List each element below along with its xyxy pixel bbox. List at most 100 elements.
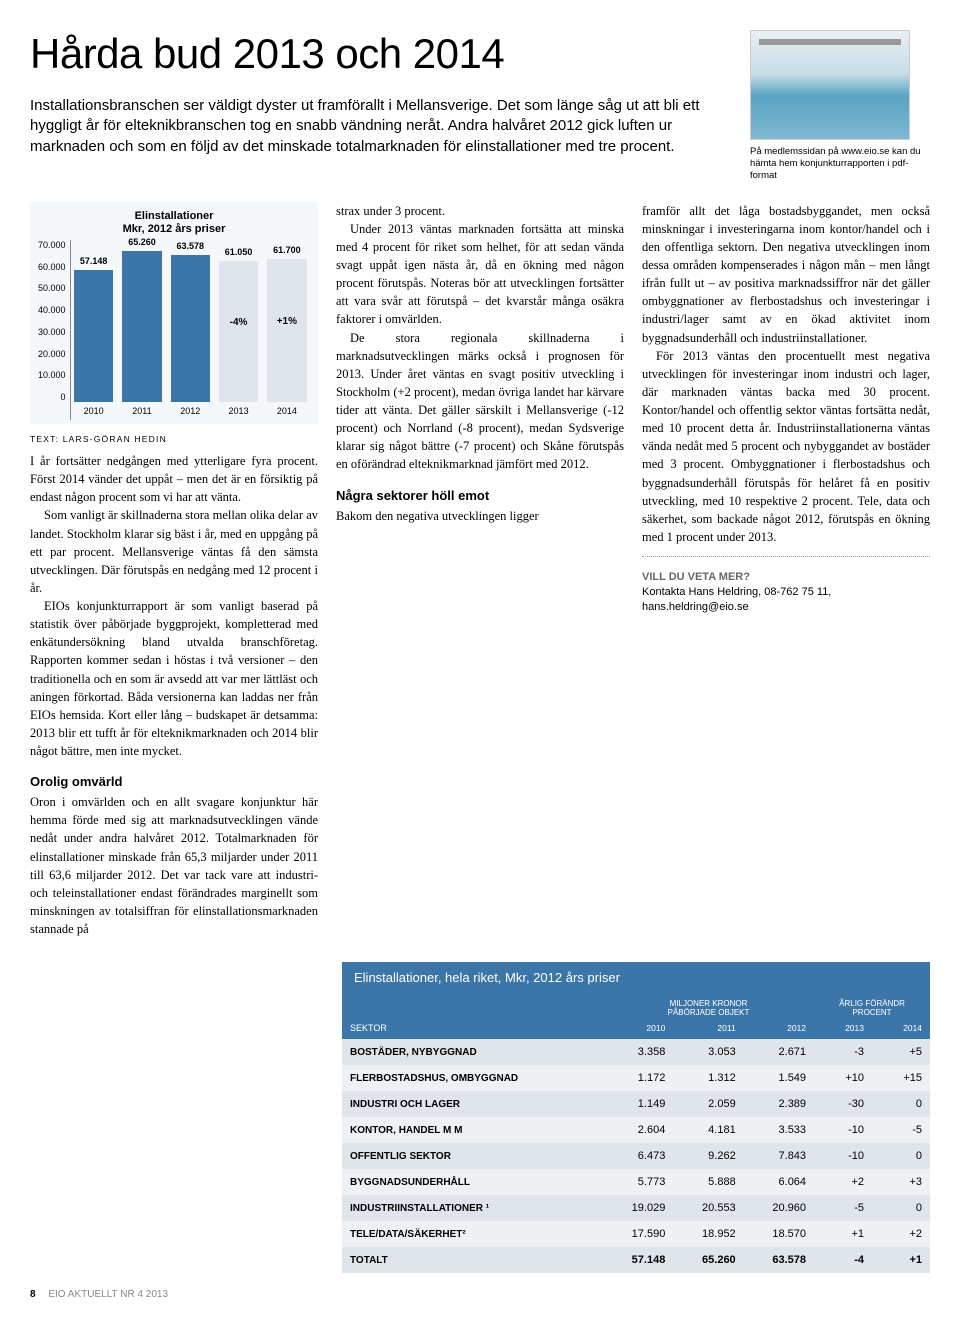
table-header-group1: MILJONER KRONOR bbox=[603, 993, 814, 1008]
table-cell: +15 bbox=[872, 1065, 930, 1091]
body-paragraph: Under 2013 väntas marknaden fortsätta at… bbox=[336, 220, 624, 329]
subheading: Orolig omvärld bbox=[30, 774, 318, 789]
table-cell: 0 bbox=[872, 1091, 930, 1117]
table-header-year: 2010 bbox=[603, 1017, 673, 1039]
table-row-label: INDUSTRI OCH LAGER bbox=[342, 1091, 603, 1117]
table-row-label: TELE/DATA/SÄKERHET² bbox=[342, 1221, 603, 1247]
table-header-year: 2014 bbox=[872, 1017, 930, 1039]
chart-bar: 65.2602011 bbox=[119, 240, 165, 420]
table-row-label: BYGGNADSUNDERHÅLL bbox=[342, 1169, 603, 1195]
chart-y-axis: 010.00020.00030.00040.00050.00060.00070.… bbox=[38, 240, 70, 420]
table-cell: 1.549 bbox=[744, 1065, 814, 1091]
chart-ytick: 0 bbox=[38, 392, 66, 402]
data-table: Elinstallationer, hela riket, Mkr, 2012 … bbox=[342, 962, 930, 1273]
table-row-label: OFFENTLIG SEKTOR bbox=[342, 1143, 603, 1169]
chart-bar-value: 61.050 bbox=[219, 247, 258, 257]
table-cell: -5 bbox=[814, 1195, 872, 1221]
chart-bar-value: 57.148 bbox=[74, 256, 113, 266]
table-cell: 57.148 bbox=[603, 1247, 673, 1273]
chart-bar: 63.5782012 bbox=[167, 240, 213, 420]
table-row-label: BOSTÄDER, NYBYGGNAD bbox=[342, 1039, 603, 1065]
table-subheader2: PROCENT bbox=[814, 1008, 930, 1017]
table-row: TOTALT57.14865.26063.578-4+1 bbox=[342, 1247, 930, 1273]
table-cell: +1 bbox=[872, 1247, 930, 1273]
chart-xlabel: 2013 bbox=[229, 402, 249, 420]
chart-bar: 61.050 -4% 2013 bbox=[215, 240, 261, 420]
table-cell: 5.888 bbox=[673, 1169, 743, 1195]
table-cell: 18.952 bbox=[673, 1221, 743, 1247]
table-cell: 5.773 bbox=[603, 1169, 673, 1195]
chart-ytick: 40.000 bbox=[38, 305, 66, 315]
table-cell: +3 bbox=[872, 1169, 930, 1195]
table-row-label: TOTALT bbox=[342, 1247, 603, 1273]
body-paragraph: Oron i omvärlden och en allt svagare kon… bbox=[30, 793, 318, 938]
table-row: BYGGNADSUNDERHÅLL5.7735.8886.064+2+3 bbox=[342, 1169, 930, 1195]
table-cell: -10 bbox=[814, 1117, 872, 1143]
table-cell: +1 bbox=[814, 1221, 872, 1247]
data-table-title: Elinstallationer, hela riket, Mkr, 2012 … bbox=[342, 962, 930, 993]
table-cell: 2.059 bbox=[673, 1091, 743, 1117]
table-cell: 65.260 bbox=[673, 1247, 743, 1273]
table-cell: -4 bbox=[814, 1247, 872, 1273]
body-paragraph: I år fortsätter nedgången med ytterligar… bbox=[30, 452, 318, 506]
table-cell: 20.553 bbox=[673, 1195, 743, 1221]
table-cell: 20.960 bbox=[744, 1195, 814, 1221]
contact-body: Kontakta Hans Heldring, 08-762 75 11, ha… bbox=[642, 585, 930, 616]
intro-paragraph: Installationsbranschen ser väldigt dyste… bbox=[30, 96, 730, 157]
table-cell: 9.262 bbox=[673, 1143, 743, 1169]
body-paragraph: Som vanligt är skillnaderna stora mellan… bbox=[30, 506, 318, 597]
chart-bar-annotation: +1% bbox=[267, 316, 306, 327]
table-cell: 19.029 bbox=[603, 1195, 673, 1221]
chart-bar-value: 63.578 bbox=[171, 241, 210, 251]
table-subheader1: PÅBÖRJADE OBJEKT bbox=[603, 1008, 814, 1017]
table-row-label: FLERBOSTADSHUS, OMBYGGNAD bbox=[342, 1065, 603, 1091]
thumbnail-caption: På medlemssidan på www.eio.se kan du häm… bbox=[750, 146, 930, 182]
table-cell: 1.312 bbox=[673, 1065, 743, 1091]
chart-bar: 61.700+1%2014 bbox=[264, 240, 310, 420]
table-row: FLERBOSTADSHUS, OMBYGGNAD1.1721.3121.549… bbox=[342, 1065, 930, 1091]
subheading: Några sektorer höll emot bbox=[336, 488, 624, 503]
chart-bar-annotation: -4% bbox=[219, 317, 258, 328]
table-cell: 6.064 bbox=[744, 1169, 814, 1195]
table-cell: 0 bbox=[872, 1195, 930, 1221]
table-row: TELE/DATA/SÄKERHET²17.59018.95218.570+1+… bbox=[342, 1221, 930, 1247]
table-cell: +2 bbox=[872, 1221, 930, 1247]
table-cell: +5 bbox=[872, 1039, 930, 1065]
table-row-label: KONTOR, HANDEL M M bbox=[342, 1117, 603, 1143]
chart-xlabel: 2010 bbox=[84, 402, 104, 420]
body-paragraph: De stora regionala skillnaderna i markna… bbox=[336, 329, 624, 474]
body-paragraph: För 2013 väntas den procentuellt mest ne… bbox=[642, 347, 930, 546]
body-paragraph: framför allt det låga bostadsbyggandet, … bbox=[642, 202, 930, 347]
table-cell: 2.671 bbox=[744, 1039, 814, 1065]
bar-chart: Elinstallationer Mkr, 2012 års priser 01… bbox=[30, 202, 318, 424]
table-cell: 18.570 bbox=[744, 1221, 814, 1247]
table-header-year: 2011 bbox=[673, 1017, 743, 1039]
table-cell: 4.181 bbox=[673, 1117, 743, 1143]
table-cell: 3.358 bbox=[603, 1039, 673, 1065]
table-cell: 2.604 bbox=[603, 1117, 673, 1143]
table-header-group2: ÅRLIG FÖRÄNDR bbox=[814, 993, 930, 1008]
chart-ytick: 50.000 bbox=[38, 283, 66, 293]
table-header-year: 2012 bbox=[744, 1017, 814, 1039]
table-cell: 3.533 bbox=[744, 1117, 814, 1143]
body-paragraph: Bakom den negativa utvecklingen ligger bbox=[336, 507, 624, 525]
table-row: OFFENTLIG SEKTOR6.4739.2627.843-100 bbox=[342, 1143, 930, 1169]
table-row: BOSTÄDER, NYBYGGNAD3.3583.0532.671-3+5 bbox=[342, 1039, 930, 1065]
table-cell: -30 bbox=[814, 1091, 872, 1117]
table-cell: -3 bbox=[814, 1039, 872, 1065]
chart-xlabel: 2014 bbox=[277, 402, 297, 420]
chart-title-line1: Elinstallationer bbox=[135, 210, 214, 222]
table-cell: 3.053 bbox=[673, 1039, 743, 1065]
chart-ytick: 30.000 bbox=[38, 327, 66, 337]
chart-xlabel: 2011 bbox=[132, 402, 151, 420]
chart-ytick: 70.000 bbox=[38, 240, 66, 250]
table-cell: 17.590 bbox=[603, 1221, 673, 1247]
table-cell: 6.473 bbox=[603, 1143, 673, 1169]
body-paragraph: strax under 3 procent. bbox=[336, 202, 624, 220]
chart-bar: 57.148 2010 bbox=[71, 240, 117, 420]
table-row: INDUSTRIINSTALLATIONER ¹19.02920.55320.9… bbox=[342, 1195, 930, 1221]
chart-ytick: 10.000 bbox=[38, 370, 66, 380]
divider bbox=[642, 556, 930, 557]
table-cell: -10 bbox=[814, 1143, 872, 1169]
table-header-sector: SEKTOR bbox=[342, 993, 603, 1039]
